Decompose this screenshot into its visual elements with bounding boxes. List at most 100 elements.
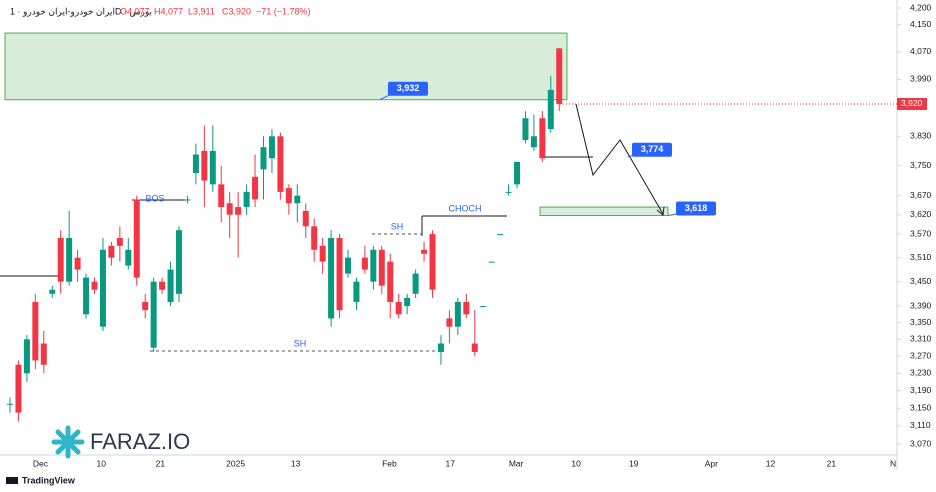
candle-body <box>370 249 377 282</box>
candle-body <box>446 318 453 327</box>
candle-body <box>252 176 259 200</box>
candle-body <box>66 237 73 282</box>
arrow-head <box>656 206 665 216</box>
candle-body <box>226 203 233 215</box>
candle-body <box>167 269 174 302</box>
y-tick-label: 3,390 <box>910 300 932 310</box>
candle-body <box>159 281 166 290</box>
candle-body <box>539 118 546 159</box>
annotation: CHOCH <box>449 203 482 213</box>
ohlc-value: C3,920 <box>222 6 251 16</box>
x-tick-label: 10 <box>97 458 107 468</box>
candle-body <box>345 257 351 274</box>
ohlc-value: L3,911 <box>188 6 215 16</box>
y-tick-label: 4,200 <box>910 2 932 12</box>
candle-body <box>429 234 436 290</box>
x-tick-label: 19 <box>629 458 639 468</box>
y-tick-label: 3,310 <box>910 334 932 344</box>
x-tick-label: Apr <box>705 458 718 468</box>
candle-body <box>328 237 335 319</box>
price-label-box <box>388 81 428 96</box>
candle-body <box>201 150 208 181</box>
candle-body <box>150 281 157 348</box>
candle-body <box>319 245 326 262</box>
candle-body <box>488 261 495 263</box>
candle-body <box>497 234 504 236</box>
footer-logo <box>6 477 18 484</box>
candle-body <box>40 343 47 365</box>
y-tick-label: 3,230 <box>910 368 932 378</box>
ohlc-value: −71 (−1.78%) <box>256 6 311 16</box>
y-tick-label: 3,350 <box>910 317 932 327</box>
current-price-label: 3,920 <box>901 98 923 108</box>
candle-body <box>336 237 343 311</box>
candle-body <box>471 343 478 352</box>
candle-body <box>505 191 512 193</box>
price-label-box <box>632 142 672 157</box>
x-tick-label: 12 <box>766 458 776 468</box>
y-tick-label: 3,670 <box>910 190 932 200</box>
y-tick-label: 3,570 <box>910 228 932 238</box>
candle-body <box>209 150 216 185</box>
candle-body <box>294 195 301 204</box>
candle-body <box>302 210 309 227</box>
candle-body <box>125 249 132 266</box>
projection-path <box>575 103 664 215</box>
zone <box>539 206 669 217</box>
candle-body <box>268 136 275 159</box>
x-tick-label: Mar <box>509 458 524 468</box>
y-tick-label: 3,110 <box>910 420 931 430</box>
candle-body <box>404 297 411 307</box>
candle-body <box>49 289 56 294</box>
y-tick-label: 3,990 <box>910 74 932 84</box>
y-tick-label: 3,750 <box>910 160 932 170</box>
candle-body <box>15 364 22 413</box>
candle-body <box>83 277 90 315</box>
candle-body <box>235 207 242 215</box>
candle-body <box>243 191 250 208</box>
ohlc-value: H4,077 <box>154 6 183 16</box>
brand-text: FARAZ.IO <box>90 429 190 454</box>
x-tick-label: 17 <box>446 458 456 468</box>
candle-body <box>192 154 199 174</box>
candle-body <box>260 147 267 170</box>
y-tick-label: 3,620 <box>910 209 932 219</box>
candle-body <box>32 301 39 361</box>
candle-body <box>74 257 81 270</box>
candle-body <box>285 188 292 204</box>
y-tick-label: 3,150 <box>910 402 932 412</box>
x-tick-label: 21 <box>156 458 166 468</box>
x-tick-label: Feb <box>382 458 397 468</box>
candle-body <box>556 48 563 104</box>
candle-body <box>353 281 360 302</box>
candle-body <box>395 301 402 315</box>
zone <box>4 32 568 101</box>
x-tick-label: 13 <box>291 458 301 468</box>
y-tick-label: 3,070 <box>910 438 932 448</box>
candle-body <box>108 245 115 258</box>
x-tick-label: 21 <box>827 458 837 468</box>
candle-body <box>176 230 182 294</box>
x-tick-label: 2025 <box>226 458 245 468</box>
x-tick-label: Dec <box>33 458 49 468</box>
symbol-title: ایران خودرو-ایران خودرو · 1D · بورس <box>10 6 152 17</box>
candle-body <box>378 249 385 286</box>
candle-body <box>311 226 318 250</box>
brand-logo: FARAZ.IO <box>51 425 190 459</box>
candle-body <box>412 273 419 294</box>
candle-body <box>142 301 149 311</box>
y-tick-label: 4,070 <box>910 46 932 56</box>
candle-body <box>116 237 123 246</box>
y-tick-label: 3,190 <box>910 385 932 395</box>
candle-body <box>547 89 554 130</box>
candle-body <box>437 343 444 352</box>
y-tick-label: 3,450 <box>910 276 932 286</box>
y-tick-label: 3,510 <box>910 252 932 262</box>
y-tick-label: 4,150 <box>910 19 932 29</box>
candle-body <box>7 403 13 405</box>
price-label: 3,618 <box>685 203 708 213</box>
candle-body <box>23 339 30 374</box>
candle-body <box>218 184 225 208</box>
